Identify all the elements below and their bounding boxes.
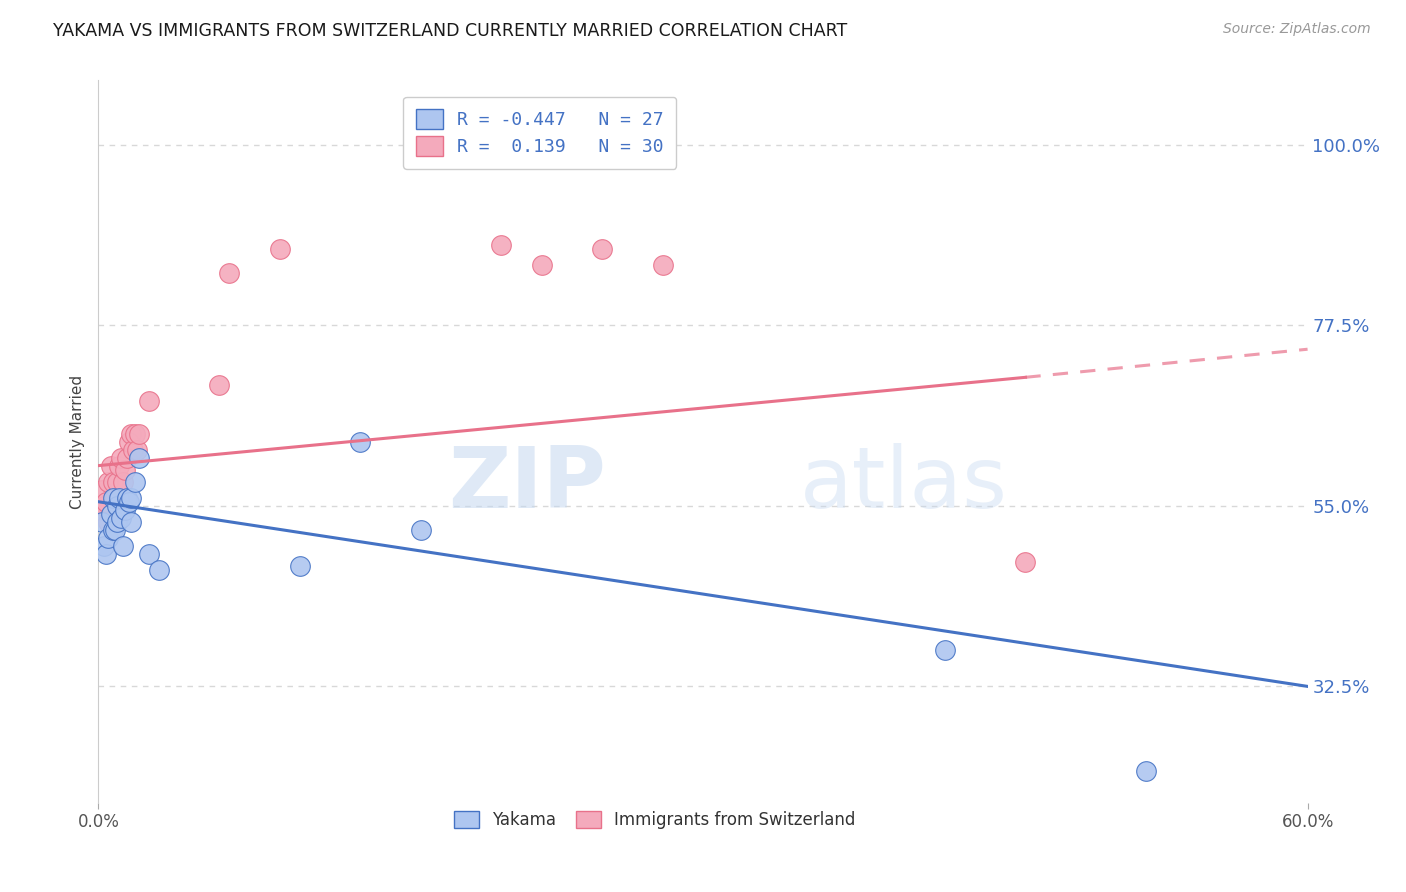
Point [91, 483, 114, 497]
Point [120, 515, 142, 529]
Point [1135, 764, 1157, 778]
Point [124, 475, 146, 489]
Point [105, 499, 128, 513]
Point [651, 258, 673, 272]
Point [110, 450, 132, 465]
Point [100, 458, 122, 473]
Point [530, 258, 553, 272]
Point [120, 491, 142, 505]
Point [91, 515, 114, 529]
Point [115, 491, 138, 505]
Point [148, 563, 170, 577]
Text: ZIP: ZIP [449, 443, 606, 526]
Point [591, 242, 613, 256]
Text: atlas: atlas [800, 443, 1008, 526]
Point [114, 503, 136, 517]
Point [105, 515, 128, 529]
Point [934, 643, 956, 657]
Point [93, 499, 115, 513]
Point [101, 491, 124, 505]
Point [101, 475, 124, 489]
Point [103, 523, 125, 537]
Point [121, 442, 143, 457]
Point [124, 426, 146, 441]
Point [218, 266, 240, 280]
Point [97, 475, 120, 489]
Point [107, 491, 129, 505]
Point [128, 450, 150, 465]
Point [103, 491, 125, 505]
Y-axis label: Currently Married: Currently Married [70, 375, 86, 508]
Point [269, 242, 291, 256]
Point [138, 547, 160, 561]
Point [93, 539, 115, 553]
Legend: Yakama, Immigrants from Switzerland: Yakama, Immigrants from Switzerland [446, 803, 865, 838]
Point [128, 426, 150, 441]
Text: YAKAMA VS IMMIGRANTS FROM SWITZERLAND CURRENTLY MARRIED CORRELATION CHART: YAKAMA VS IMMIGRANTS FROM SWITZERLAND CU… [53, 22, 848, 40]
Point [491, 238, 513, 252]
Point [118, 494, 141, 508]
Point [89, 503, 111, 517]
Point [125, 442, 148, 457]
Point [96, 547, 118, 561]
Point [96, 494, 118, 508]
Point [114, 463, 136, 477]
Point [100, 507, 122, 521]
Point [97, 531, 120, 545]
Point [208, 378, 231, 392]
Point [111, 475, 134, 489]
Point [111, 539, 134, 553]
Point [105, 475, 128, 489]
Point [107, 458, 129, 473]
Point [138, 394, 160, 409]
Point [115, 450, 138, 465]
Point [101, 523, 124, 537]
Point [110, 510, 132, 524]
Point [118, 434, 141, 449]
Point [349, 434, 371, 449]
Point [288, 558, 311, 574]
Text: Source: ZipAtlas.com: Source: ZipAtlas.com [1223, 22, 1371, 37]
Point [409, 523, 432, 537]
Point [1014, 555, 1036, 569]
Point [97, 515, 120, 529]
Point [120, 426, 142, 441]
